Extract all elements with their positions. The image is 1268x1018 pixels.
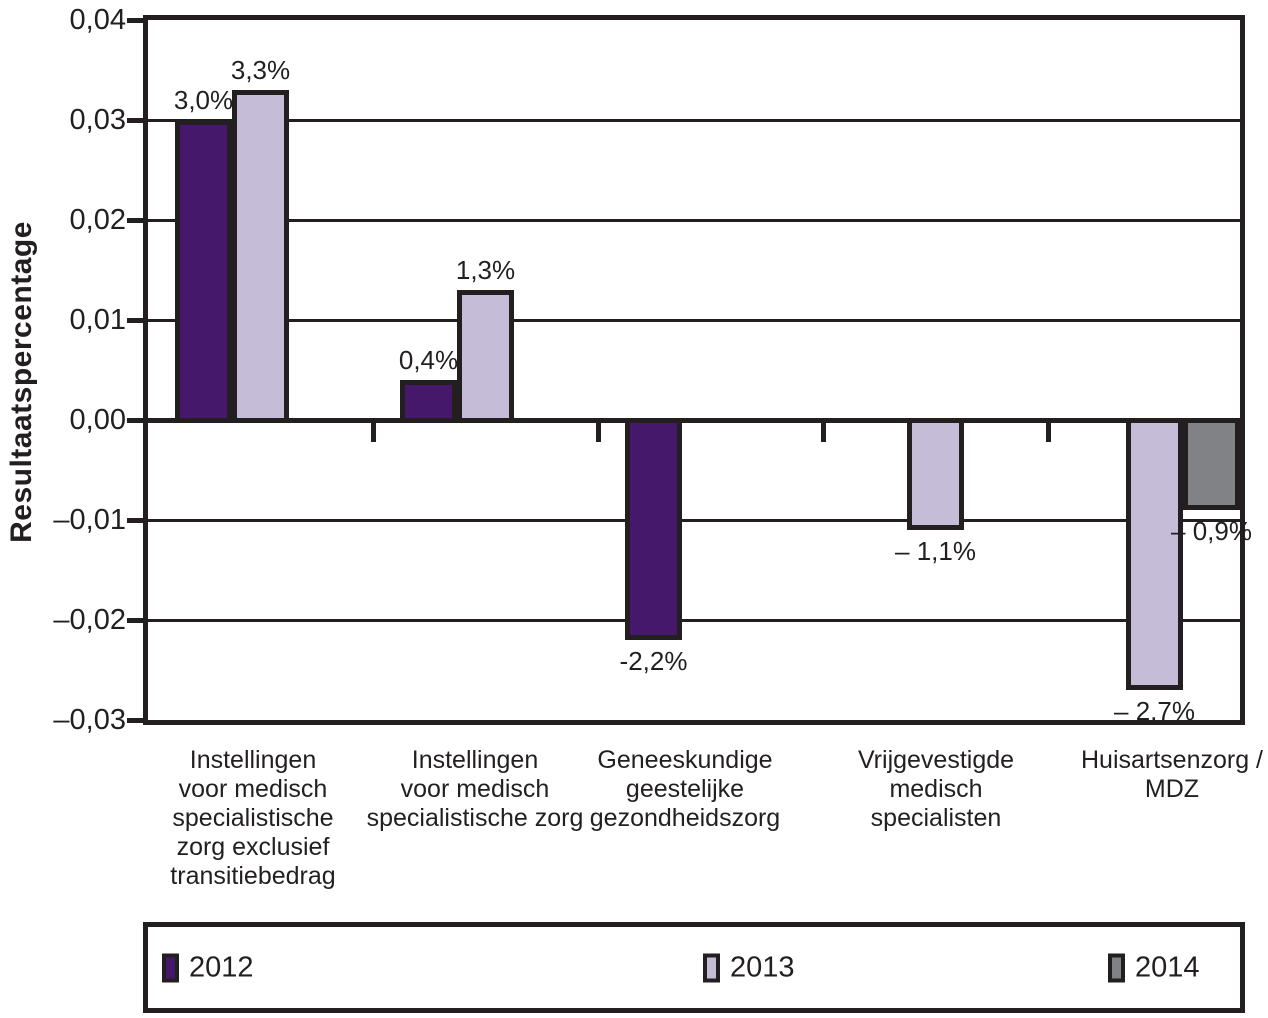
bar-2014-category-5 <box>1183 418 1240 510</box>
category-label: Geneeskundige geestelijke gezondheidszor… <box>589 746 781 832</box>
y-axis-tick <box>127 217 144 223</box>
y-axis-tick <box>127 117 144 123</box>
gridline <box>148 118 1240 122</box>
value-label: – 1,1% <box>895 536 976 566</box>
legend-item-2012: 2012 <box>162 953 254 982</box>
category-boundary-tick <box>371 420 376 442</box>
legend-label: 2012 <box>189 951 254 983</box>
value-label: – 0,9% <box>1171 516 1252 546</box>
y-tick-label: 0,03 <box>69 104 126 136</box>
legend: 2012 2013 2014 <box>143 922 1245 1013</box>
value-label: – 2,7% <box>1114 696 1195 726</box>
bar-2012-category-2 <box>400 380 457 423</box>
legend-swatch-2012 <box>162 953 179 982</box>
category-label: Instellingen voor medisch specialistisch… <box>170 746 336 890</box>
value-label: 1,3% <box>455 255 516 285</box>
plot-area: 3,0% 0,4% -2,2% 3,3% 1,3% – 1,1% – 2,7% – 0,9% <box>143 15 1252 726</box>
category-label: Instellingen voor medisch specialistisch… <box>366 746 584 832</box>
legend-item-2014: 2014 <box>1108 953 1200 982</box>
gridline <box>148 218 1240 222</box>
bar-2013-category-2 <box>457 290 514 423</box>
category-label: Vrijgevestigde medisch specialisten <box>857 746 1015 832</box>
gridline <box>148 318 1240 322</box>
y-tick-label: 0,04 <box>69 4 126 36</box>
bar-2013-category-4 <box>907 418 964 530</box>
y-axis-tick <box>127 517 144 523</box>
bar-2013-category-5 <box>1126 418 1183 690</box>
zero-baseline <box>148 417 1240 423</box>
legend-swatch-2013 <box>703 953 720 982</box>
category-label: Huisartsenzorg / MDZ <box>1080 746 1264 803</box>
value-label: 3,0% <box>173 85 234 115</box>
y-axis-title: Resultaatspercentage <box>5 221 38 543</box>
value-label: 0,4% <box>398 345 459 375</box>
category-boundary-tick <box>1046 420 1051 442</box>
legend-item-2013: 2013 <box>703 953 795 982</box>
bar-2013-category-1 <box>232 90 289 423</box>
gridline <box>148 518 1240 522</box>
category-boundary-tick <box>821 420 826 442</box>
y-axis-tick <box>127 317 144 323</box>
bar-2012-category-1 <box>175 120 232 423</box>
y-tick-label: –0,03 <box>53 704 126 736</box>
legend-label: 2013 <box>730 951 795 983</box>
y-axis-tick <box>127 17 144 23</box>
y-tick-label: –0,02 <box>53 604 126 636</box>
y-axis-tick <box>127 417 144 423</box>
value-label: -2,2% <box>619 646 688 676</box>
value-label: 3,3% <box>230 55 291 85</box>
y-axis-tick <box>127 717 144 723</box>
category-boundary-tick <box>596 420 601 442</box>
bar-2012-category-3 <box>625 418 682 640</box>
legend-swatch-2014 <box>1108 953 1125 982</box>
gridline <box>148 618 1240 622</box>
y-axis-tick <box>127 617 144 623</box>
legend-label: 2014 <box>1135 951 1200 983</box>
